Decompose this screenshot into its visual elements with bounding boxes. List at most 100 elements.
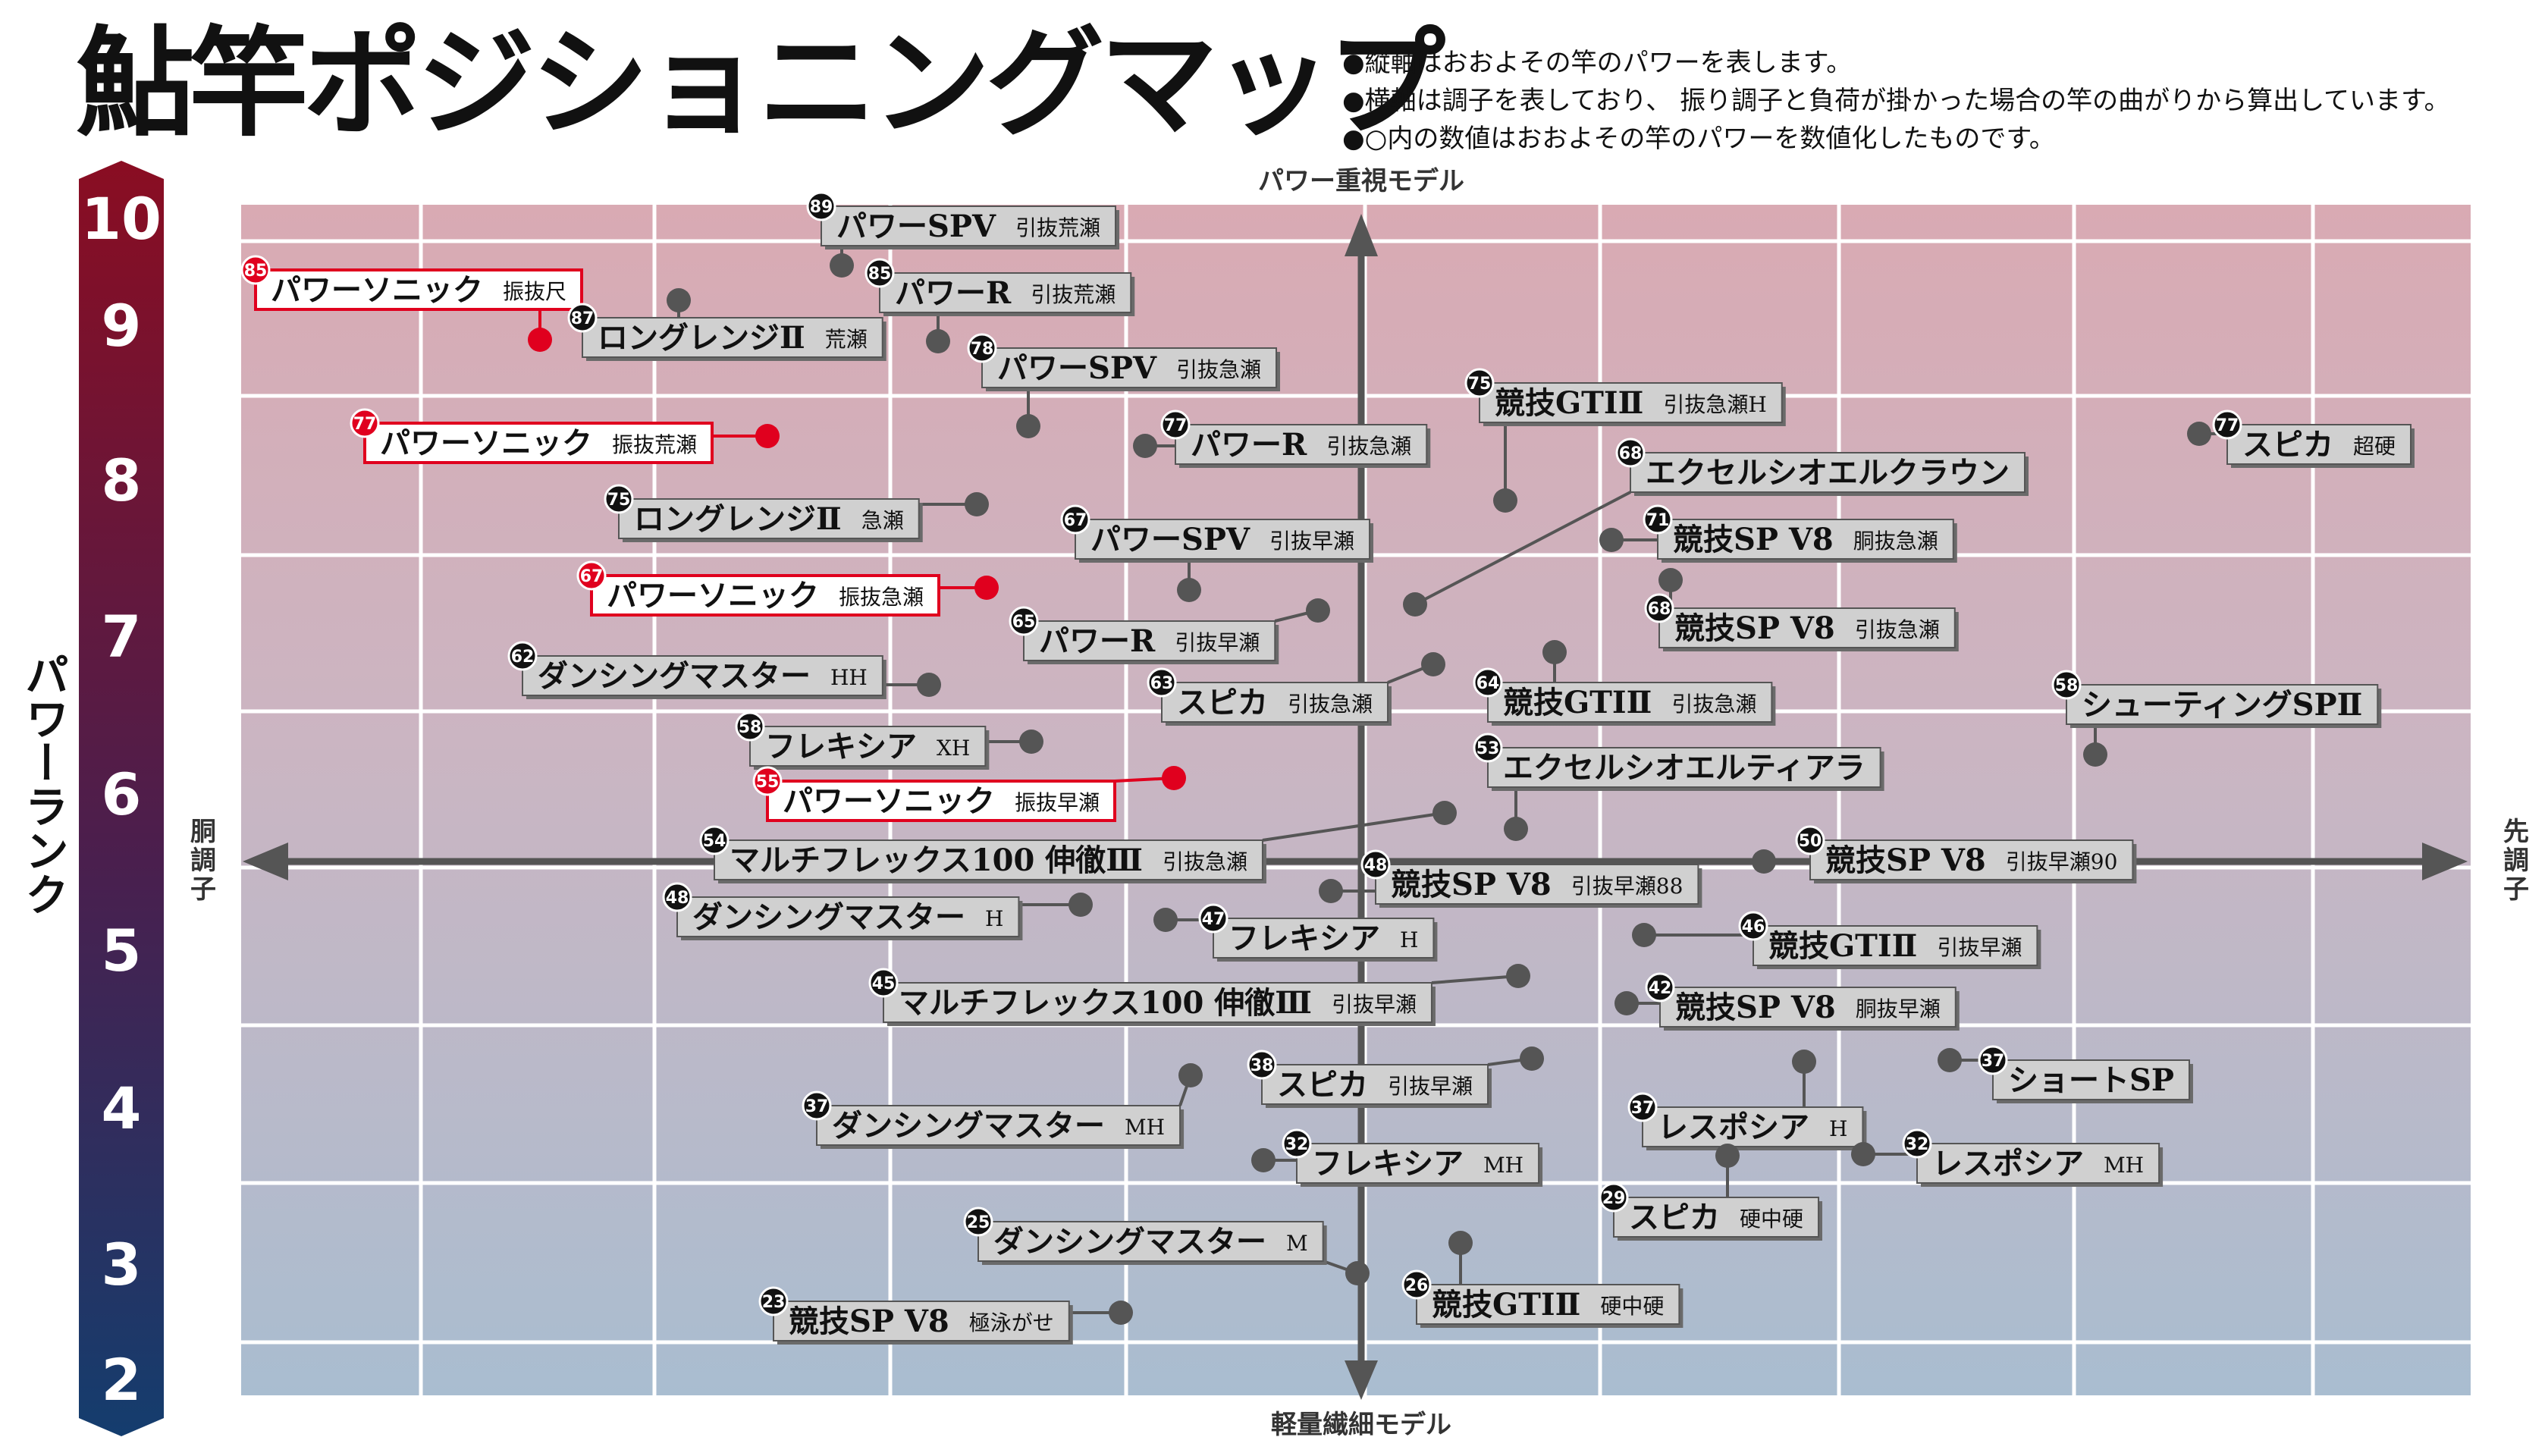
chart-point-dot (926, 329, 950, 353)
chart-point-value: 29 (1602, 1189, 1626, 1208)
chart-point-group: パワーソニック 振抜荒瀬 77 (350, 408, 780, 464)
chart-point-value: 26 (1405, 1276, 1429, 1295)
chart-point-group: スピカ 引抜急瀬 63 (1147, 652, 1445, 726)
chart-point-group: パワーソニック 振抜早瀬 55 (752, 766, 1186, 822)
rank-tick-label: 6 (102, 761, 142, 828)
chart-point-group: マルチフレックス100 伸徹Ⅲ 引抜早瀬 45 (868, 964, 1530, 1026)
chart-point-dot (1133, 434, 1157, 458)
power-rank-bar (79, 161, 164, 1436)
rank-tick-label: 7 (102, 603, 142, 670)
chart-point-value-badge (735, 711, 765, 742)
chart-point-group: 競技GTⅠⅡ 引抜急瀬 64 (1473, 640, 1776, 726)
chart-point-sub: H (1400, 927, 1418, 952)
chart-point-group: スピカ 硬中硬 29 (1599, 1144, 1823, 1241)
chart-point-value-badge (868, 968, 899, 998)
chart-point-dot (1851, 1142, 1875, 1166)
chart-point-name: パワーソニック (271, 272, 483, 308)
chart-point-value-badge (1643, 504, 1673, 535)
vertical-axis-arrow-down (1345, 1360, 1378, 1400)
chart-point-value-badge (1645, 972, 1675, 1003)
chart-point-label-box (1296, 1143, 1540, 1184)
chart-point-label-box (1261, 1064, 1489, 1105)
chart-point-value: 32 (1285, 1135, 1309, 1154)
chart-point-dot (1542, 640, 1567, 664)
chart-point-dot (1306, 598, 1330, 623)
chart-point-name: フレキシア (1312, 1146, 1464, 1181)
rank-tick-label: 9 (102, 292, 142, 359)
chart-point-group: ダンシングマスター M 25 (963, 1207, 1370, 1285)
chart-point-label-box (2066, 684, 2379, 725)
chart-point-value-badge (1247, 1050, 1277, 1080)
chart-point-group: パワーSPⅤ 引抜早瀬 67 (1060, 504, 1374, 602)
chart-point-group: レスポシア H 37 (1627, 1050, 1867, 1150)
chart-point-dot (1319, 879, 1343, 903)
chart-point-sub: H (985, 906, 1003, 931)
chart-point-group: ロングレンジⅡ 荒瀬 87 (567, 288, 886, 361)
chart-point-dot (1599, 528, 1624, 552)
chart-point-group: スピカ 超硬 77 (2187, 410, 2415, 468)
chart-point-value: 50 (1799, 832, 1822, 851)
chart-point-label-box (714, 839, 1263, 880)
chart-point-value: 37 (1982, 1052, 2005, 1071)
chart-point-sub: 引抜早瀬 (1269, 529, 1354, 554)
chart-point-label-box (2226, 424, 2412, 465)
chart-point-name: 競技SP V8 (1674, 610, 1835, 646)
chart-point-value: 37 (1631, 1099, 1655, 1118)
chart-point-sub: 引抜急瀬 (1671, 692, 1756, 717)
chart-point-label-box (1658, 607, 1956, 648)
chart-point-dot (1506, 964, 1530, 988)
chart-point-name: エクセルシオエルティアラ (1503, 750, 1866, 786)
chart-point-name: パワーR (1191, 427, 1307, 463)
chart-point-sub: 硬中硬 (1600, 1294, 1664, 1319)
chart-point-label-box (1075, 519, 1371, 560)
chart-point-group: パワーSPⅤ 引抜荒瀬 89 (806, 191, 1120, 278)
chart-point-group: フレキシア H 47 (1153, 903, 1438, 962)
chart-point-dot (1177, 578, 1201, 602)
rank-tick-label: 8 (102, 447, 142, 514)
chart-point-dot (1632, 923, 1656, 947)
chart-point-dot (1752, 849, 1776, 874)
chart-point-dot (1658, 568, 1683, 592)
chart-point-group: レスポシア MH 32 (1851, 1128, 2164, 1187)
chart-point-label-box (254, 268, 584, 311)
chart-point-dot (1421, 652, 1445, 676)
chart-point-group: ダンシングマスター H 48 (662, 882, 1093, 940)
chart-point-dot (1938, 1048, 1962, 1072)
chart-point-value: 54 (703, 832, 726, 851)
chart-point-value-badge (967, 333, 997, 363)
chart-point-dot (1153, 908, 1178, 932)
chart-point-sub: 引抜急瀬 (1176, 357, 1261, 382)
chart-point-group: スピカ 引抜早瀬 38 (1247, 1046, 1544, 1108)
chart-point-value: 67 (580, 567, 604, 586)
chart-point-value: 71 (1646, 511, 1670, 530)
chart-point-group: パワーR 引抜荒瀬 85 (864, 258, 1135, 353)
chart-point-group: 競技GTⅠⅡ 硬中硬 26 (1401, 1231, 1684, 1328)
chart-point-label-box (773, 1301, 1070, 1341)
chart-point-dot (1019, 730, 1043, 754)
chart-point-sub: MH (1483, 1153, 1523, 1178)
chart-point-label-box (1175, 424, 1428, 465)
chart-point-value-badge (350, 408, 380, 438)
chart-point-value-badge (1978, 1045, 2008, 1075)
chart-point-name: ダンシングマスター (692, 899, 965, 935)
chart-point-dot (917, 673, 941, 697)
chart-point-value: 25 (967, 1213, 990, 1232)
chart-point-name: 競技SP V8 (1825, 843, 1986, 878)
chart-point-name: レスポシア (1932, 1146, 2084, 1181)
chart-point-value-badge (1615, 438, 1646, 468)
chart-point-value-badge (567, 303, 598, 333)
chart-point-name: フレキシア (765, 729, 917, 764)
chart-point-value-badge (2212, 410, 2242, 440)
chart-point-value-badge (1360, 849, 1391, 880)
chart-point-label-box (1613, 1197, 1820, 1238)
axis-label-bottom: 軽量繊細モデル (1271, 1410, 1451, 1440)
chart-point-value-badge (752, 766, 783, 796)
chart-point-label-box (676, 896, 1020, 937)
chart-point-value: 45 (872, 974, 896, 993)
chart-point-group: パワーソニック 振抜尺 85 (240, 255, 584, 352)
chart-point-value: 23 (762, 1293, 786, 1312)
